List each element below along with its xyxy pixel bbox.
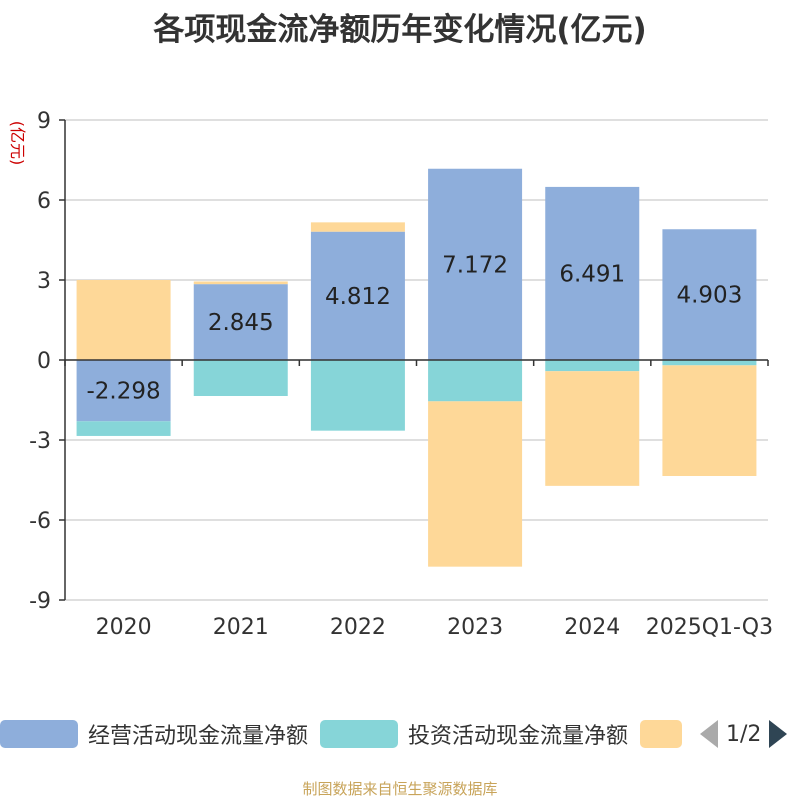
bar-2-2020 [76,280,171,360]
legend-swatch-operating [0,720,78,748]
bar-2-2024 [545,371,640,486]
pager-next-icon[interactable] [769,720,788,748]
bar-2-2022 [310,222,405,232]
bar-1-2020 [76,421,171,436]
y-tick-label: 9 [37,109,51,134]
legend-item-financing[interactable] [640,714,682,754]
y-tick-label: -9 [29,589,51,614]
data-label: 4.812 [325,284,391,310]
bar-2-2025Q1-Q3 [662,365,757,476]
bar-1-2024 [545,360,640,372]
x-tick-label: 2025Q1-Q3 [646,615,773,640]
source-note: 制图数据来自恒生聚源数据库 [302,780,498,798]
bar-0-2025Q1-Q3 [662,229,757,360]
bar-0-2021 [193,284,288,360]
bar-0-2022 [310,231,405,360]
data-label: 7.172 [442,252,508,278]
legend-swatch-financing [640,720,682,748]
x-tick-label: 2024 [564,615,620,640]
bar-2-2023 [428,401,523,567]
bar-0-2020 [76,360,171,422]
legend-label-operating: 经营活动现金流量净额 [88,724,309,749]
chart-title: 各项现金流净额历年变化情况(亿元) [153,12,647,48]
x-tick-label: 2022 [330,615,386,640]
legend-label-investing: 投资活动现金流量净额 [408,724,629,749]
data-label: -2.298 [87,379,161,405]
bar-0-2023 [428,168,523,360]
y-tick-label: -3 [29,429,51,454]
bar-1-2022 [310,360,405,431]
y-tick-label: -6 [29,509,51,534]
legend-item-operating[interactable]: 经营活动现金流量净额 [0,714,308,754]
legend-item-investing[interactable]: 投资活动现金流量净额 [320,714,628,754]
bar-1-2025Q1-Q3 [662,360,757,366]
y-tick-label: 6 [37,189,51,214]
legend: 经营活动现金流量净额 投资活动现金流量净额 1/2 [0,714,800,754]
pager-prev-icon[interactable] [700,720,718,748]
data-label: 2.845 [208,310,274,336]
bar-1-2023 [428,360,523,402]
y-tick-label: 3 [37,269,51,294]
chart-canvas: -2.298 2.845 4.812 7.172 6.491 4.903 9 6 3 0 -3 -6 -… [8,109,773,640]
x-tick-label: 2021 [213,615,269,640]
pager-text: 1/2 [726,721,762,747]
x-tick-label: 2023 [447,615,503,640]
y-unit-label: (亿元) [8,121,27,166]
bar-0-2024 [545,186,640,360]
legend-pager: 1/2 [700,714,788,754]
data-label: 4.903 [676,283,742,309]
legend-swatch-investing [320,720,398,748]
bar-2-2021 [193,281,288,285]
x-tick-label: 2020 [96,615,152,640]
data-label: 6.491 [559,261,625,287]
bar-1-2021 [193,360,288,396]
y-tick-label: 0 [37,349,51,374]
